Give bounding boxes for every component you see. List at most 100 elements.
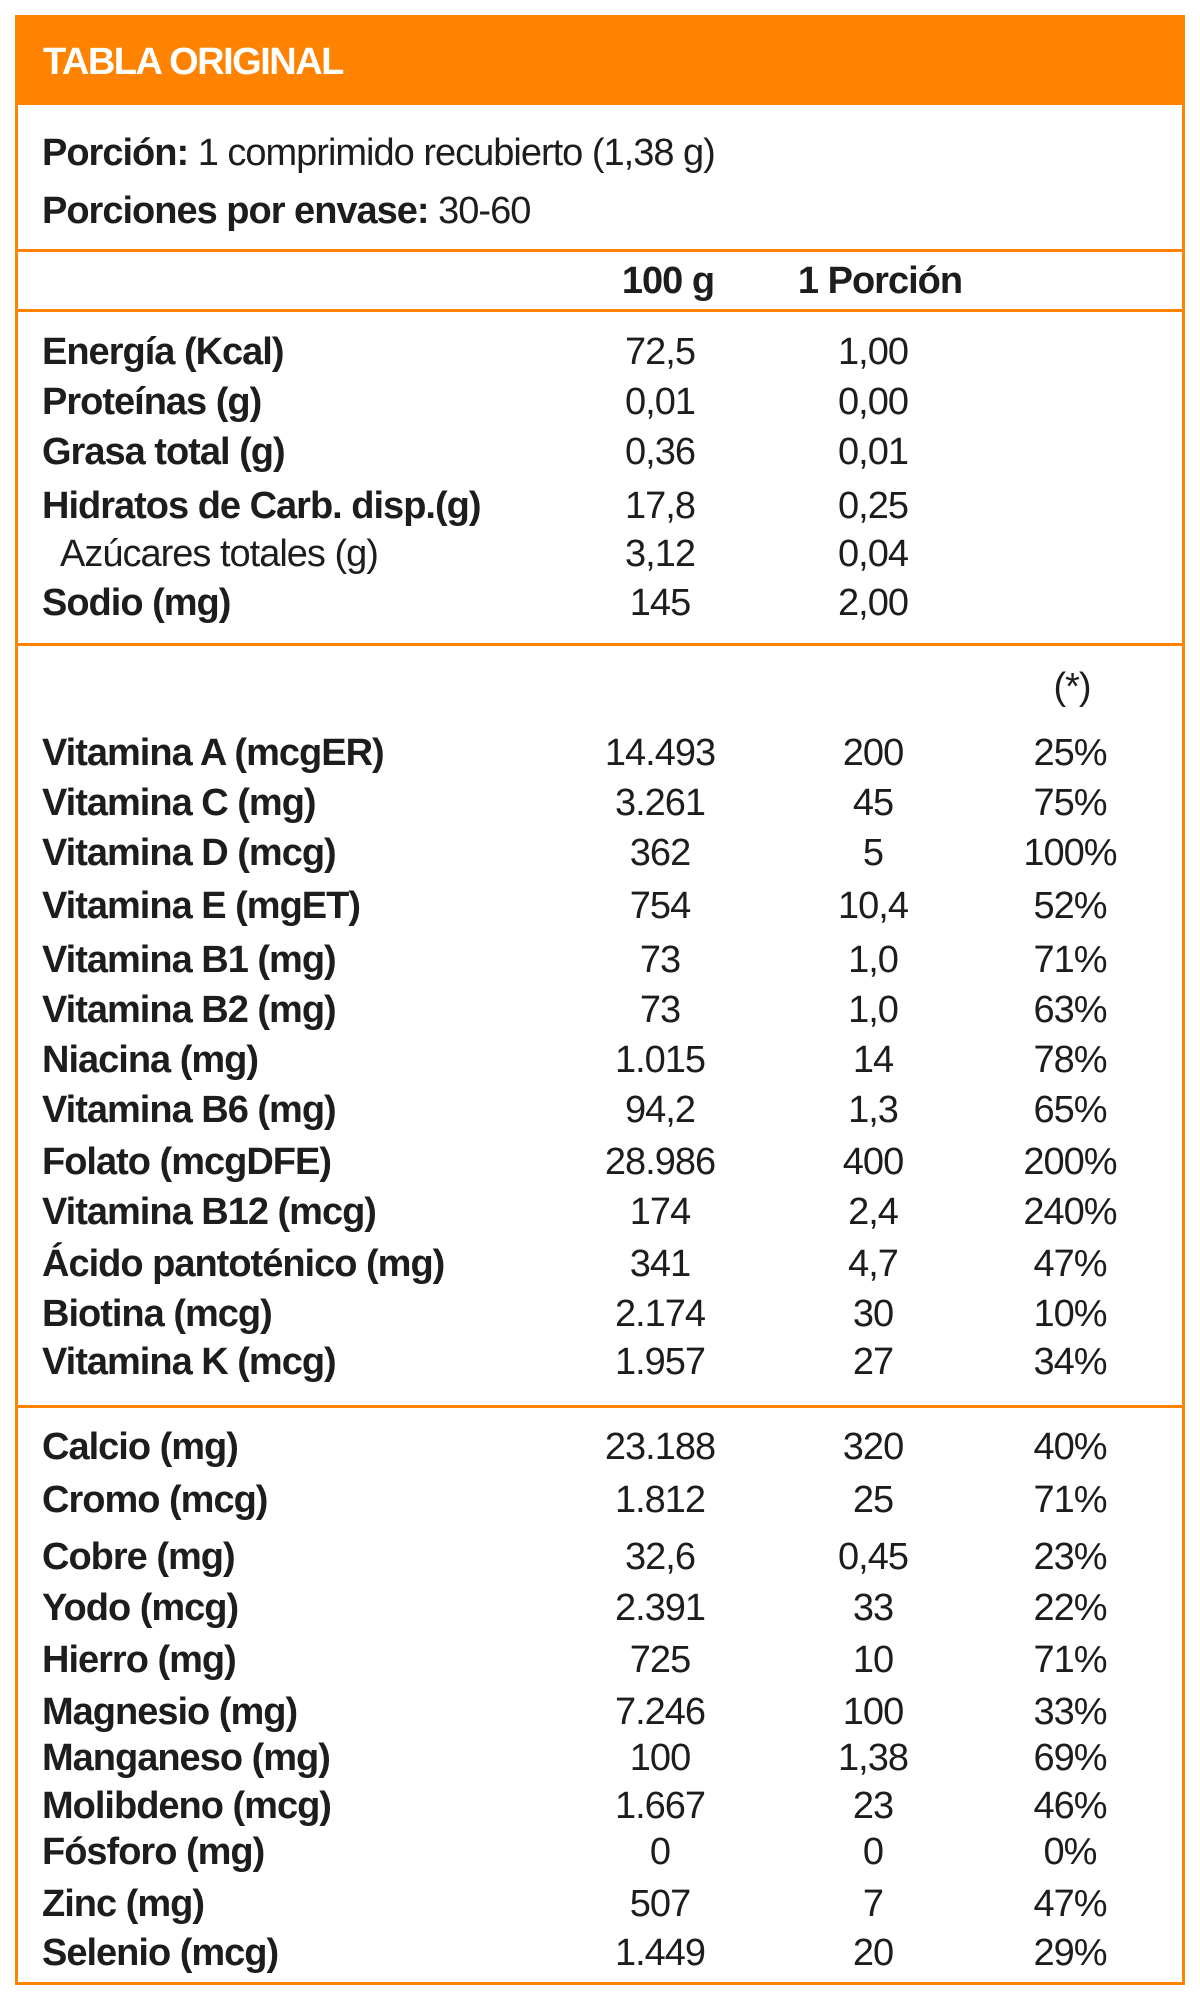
divider <box>15 643 1185 646</box>
value-per-100g: 0 <box>649 1831 671 1873</box>
value-per-portion: 25 <box>852 1479 894 1521</box>
daily-value-percent: 71% <box>1033 1479 1107 1521</box>
daily-value-percent: 22% <box>1033 1587 1107 1629</box>
value-per-portion: 20 <box>852 1932 894 1974</box>
value-per-portion: 10,4 <box>838 885 909 927</box>
daily-value-percent: 69% <box>1033 1737 1107 1779</box>
nutrient-name: Energía (Kcal) <box>42 331 285 373</box>
daily-value-percent: 71% <box>1033 939 1107 981</box>
value-per-100g: 0,01 <box>625 381 696 423</box>
value-per-portion: 0,01 <box>838 431 909 473</box>
nutrient-name: Vitamina B6 (mg) <box>42 1089 337 1131</box>
daily-value-percent: 33% <box>1033 1691 1107 1733</box>
value-per-portion: 45 <box>852 782 894 824</box>
value-per-portion: 4,7 <box>848 1243 899 1285</box>
value-per-100g: 17,8 <box>625 485 696 527</box>
value-per-100g: 32,6 <box>625 1536 696 1578</box>
nutrient-name: Hidratos de Carb. disp.(g) <box>42 485 481 527</box>
value-per-100g: 7.246 <box>614 1691 706 1733</box>
value-per-100g: 754 <box>629 885 691 927</box>
value-per-portion: 2,00 <box>838 582 909 624</box>
value-per-100g: 145 <box>629 582 691 624</box>
nutrient-name: Ácido pantoténico (mg) <box>42 1243 445 1285</box>
value-per-100g: 14.493 <box>604 732 716 774</box>
value-per-portion: 10 <box>852 1639 894 1681</box>
daily-value-percent: 34% <box>1033 1341 1107 1383</box>
value-per-portion: 2,4 <box>848 1191 899 1233</box>
nutrient-name: Niacina (mg) <box>42 1039 259 1081</box>
nutrient-name: Vitamina D (mcg) <box>42 832 337 874</box>
value-per-portion: 0,45 <box>838 1536 909 1578</box>
daily-value-percent: 23% <box>1033 1536 1107 1578</box>
daily-value-percent: 200% <box>1023 1141 1117 1183</box>
nutrient-name: Molibdeno (mcg) <box>42 1785 332 1827</box>
serving-size: Porción: 1 comprimido recubierto (1,38 g… <box>42 132 716 174</box>
nutrition-table <box>15 15 1185 1985</box>
nutrient-name: Selenio (mcg) <box>42 1932 279 1974</box>
daily-value-percent: 47% <box>1033 1883 1107 1925</box>
value-per-100g: 2.391 <box>614 1587 706 1629</box>
value-per-100g: 2.174 <box>614 1293 706 1335</box>
serving-value: 1 comprimido recubierto (1,38 g) <box>197 132 716 174</box>
table-title-bar: TABLA ORIGINAL <box>15 15 1185 105</box>
daily-value-percent: 100% <box>1023 832 1117 874</box>
value-per-100g: 28.986 <box>604 1141 716 1183</box>
daily-value-percent: 40% <box>1033 1426 1107 1468</box>
servings-value: 30-60 <box>438 190 531 232</box>
value-per-portion: 320 <box>842 1426 904 1468</box>
column-header-portion: 1 Porción <box>797 260 963 302</box>
column-header-daily-value: (*) <box>1053 666 1091 708</box>
value-per-100g: 94,2 <box>625 1089 696 1131</box>
value-per-100g: 73 <box>639 939 681 981</box>
daily-value-percent: 75% <box>1033 782 1107 824</box>
value-per-100g: 507 <box>629 1883 691 1925</box>
servings-label: Porciones por envase: <box>42 190 430 232</box>
daily-value-percent: 65% <box>1033 1089 1107 1131</box>
nutrient-name: Vitamina E (mgET) <box>42 885 361 927</box>
daily-value-percent: 240% <box>1023 1191 1117 1233</box>
daily-value-percent: 47% <box>1033 1243 1107 1285</box>
value-per-100g: 1.449 <box>614 1932 706 1974</box>
nutrient-name: Yodo (mcg) <box>42 1587 239 1629</box>
value-per-portion: 0,00 <box>838 381 909 423</box>
value-per-portion: 100 <box>842 1691 904 1733</box>
value-per-100g: 0,36 <box>625 431 696 473</box>
divider <box>15 309 1185 312</box>
value-per-portion: 7 <box>862 1883 884 1925</box>
nutrient-name: Zinc (mg) <box>42 1883 205 1925</box>
daily-value-percent: 78% <box>1033 1039 1107 1081</box>
value-per-portion: 1,00 <box>838 331 909 373</box>
value-per-100g: 1.957 <box>614 1341 706 1383</box>
nutrient-name: Vitamina A (mcgER) <box>42 732 385 774</box>
value-per-portion: 33 <box>852 1587 894 1629</box>
nutrient-name: Sodio (mg) <box>42 582 231 624</box>
nutrient-name: Grasa total (g) <box>42 431 286 473</box>
nutrient-name: Calcio (mg) <box>42 1426 239 1468</box>
value-per-portion: 27 <box>852 1341 894 1383</box>
value-per-portion: 1,38 <box>838 1737 909 1779</box>
nutrient-name: Cobre (mg) <box>42 1536 236 1578</box>
nutrient-name: Vitamina K (mcg) <box>42 1341 337 1383</box>
value-per-portion: 5 <box>862 832 884 874</box>
nutrient-name: Azúcares totales (g) <box>60 533 379 575</box>
nutrient-name: Vitamina C (mg) <box>42 782 317 824</box>
table-title: TABLA ORIGINAL <box>43 41 344 83</box>
nutrient-name: Cromo (mcg) <box>42 1479 268 1521</box>
value-per-portion: 30 <box>852 1293 894 1335</box>
value-per-100g: 362 <box>629 832 691 874</box>
value-per-100g: 73 <box>639 989 681 1031</box>
daily-value-percent: 0% <box>1043 1831 1098 1873</box>
value-per-100g: 174 <box>629 1191 691 1233</box>
value-per-100g: 1.667 <box>614 1785 706 1827</box>
value-per-100g: 23.188 <box>604 1426 716 1468</box>
daily-value-percent: 71% <box>1033 1639 1107 1681</box>
daily-value-percent: 10% <box>1033 1293 1107 1335</box>
value-per-portion: 1,0 <box>848 989 899 1031</box>
value-per-portion: 0,25 <box>838 485 909 527</box>
nutrient-name: Vitamina B2 (mg) <box>42 989 337 1031</box>
value-per-portion: 400 <box>842 1141 904 1183</box>
value-per-100g: 1.812 <box>614 1479 706 1521</box>
value-per-100g: 1.015 <box>614 1039 706 1081</box>
servings-per-container: Porciones por envase: 30-60 <box>42 190 531 232</box>
nutrient-name: Magnesio (mg) <box>42 1691 298 1733</box>
